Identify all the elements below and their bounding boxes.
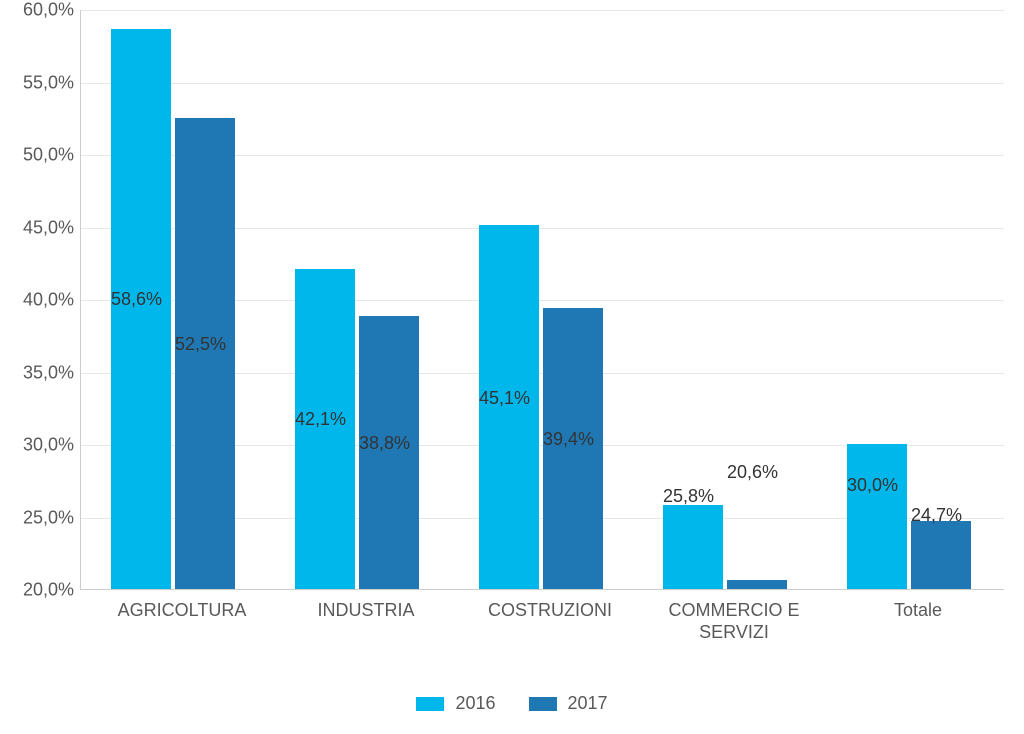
legend-swatch-icon bbox=[416, 697, 444, 711]
gridline bbox=[81, 83, 1004, 84]
y-tick-label: 20,0% bbox=[4, 580, 74, 601]
legend-item: 2016 bbox=[416, 692, 495, 714]
x-tick-label: Totale bbox=[826, 600, 1010, 622]
legend-label: 2017 bbox=[568, 693, 608, 713]
bar-value-label: 24,7% bbox=[911, 505, 962, 526]
x-tick-label: COSTRUZIONI bbox=[458, 600, 642, 622]
y-tick-label: 45,0% bbox=[4, 217, 74, 238]
legend-item: 2017 bbox=[529, 692, 608, 714]
y-tick-label: 55,0% bbox=[4, 72, 74, 93]
bar-value-label: 38,8% bbox=[359, 433, 410, 454]
legend-label: 2016 bbox=[455, 693, 495, 713]
x-tick-label: INDUSTRIA bbox=[274, 600, 458, 622]
bar-value-label: 42,1% bbox=[295, 409, 346, 430]
y-tick-label: 35,0% bbox=[4, 362, 74, 383]
plot-area: 58,6% 52,5% 42,1% 38,8% 45,1% 39,4% 25,8… bbox=[80, 10, 1004, 590]
x-tick-label: AGRICOLTURA bbox=[90, 600, 274, 622]
chart-container: 20,0% 25,0% 30,0% 35,0% 40,0% 45,0% 50,0… bbox=[0, 0, 1024, 734]
y-tick-label: 40,0% bbox=[4, 290, 74, 311]
bar-2017 bbox=[911, 521, 971, 589]
bar-value-label: 52,5% bbox=[175, 334, 226, 355]
bar-2017 bbox=[727, 580, 787, 589]
bar-value-label: 45,1% bbox=[479, 388, 530, 409]
y-tick-label: 30,0% bbox=[4, 435, 74, 456]
y-tick-label: 25,0% bbox=[4, 507, 74, 528]
gridline bbox=[81, 10, 1004, 11]
bar-value-label: 39,4% bbox=[543, 429, 594, 450]
legend-swatch-icon bbox=[529, 697, 557, 711]
bar-value-label: 20,6% bbox=[727, 462, 778, 483]
legend: 2016 2017 bbox=[0, 692, 1024, 714]
bar-2016 bbox=[663, 505, 723, 589]
y-tick-label: 60,0% bbox=[4, 0, 74, 21]
bar-value-label: 25,8% bbox=[663, 486, 714, 507]
bar-value-label: 58,6% bbox=[111, 289, 162, 310]
bar-2016 bbox=[847, 444, 907, 589]
x-tick-label: COMMERCIO E SERVIZI bbox=[642, 600, 826, 643]
bar-value-label: 30,0% bbox=[847, 475, 898, 496]
y-tick-label: 50,0% bbox=[4, 145, 74, 166]
